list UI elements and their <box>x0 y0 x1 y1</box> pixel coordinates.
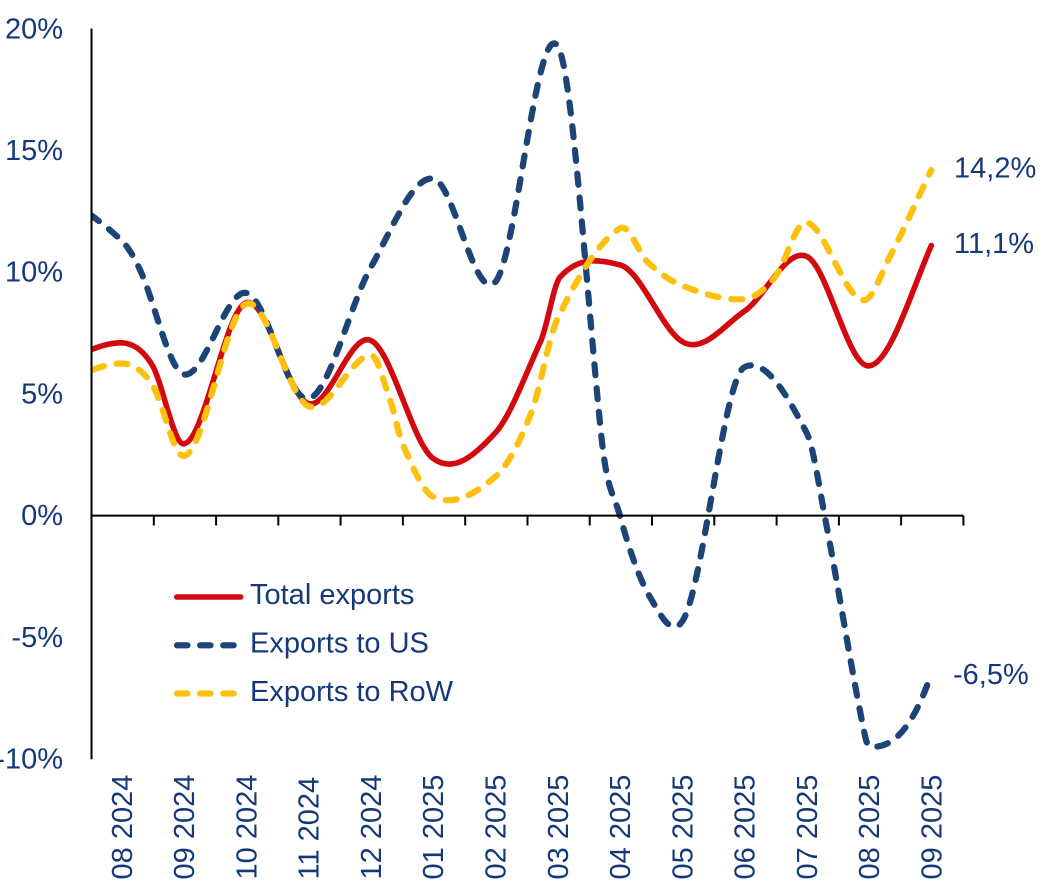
svg-text:-10%: -10% <box>0 744 63 776</box>
svg-text:0%: 0% <box>21 500 63 532</box>
svg-text:11,1%: 11,1% <box>954 228 1034 260</box>
svg-text:Exports to RoW: Exports to RoW <box>250 676 454 708</box>
svg-text:08 2025: 08 2025 <box>854 775 886 880</box>
svg-text:08 2024: 08 2024 <box>107 775 139 880</box>
svg-text:10%: 10% <box>5 257 63 289</box>
svg-text:10 2024: 10 2024 <box>231 775 263 880</box>
svg-text:01 2025: 01 2025 <box>418 775 450 880</box>
svg-text:Exports to US: Exports to US <box>250 628 429 660</box>
svg-text:-5%: -5% <box>11 622 63 654</box>
svg-text:04 2025: 04 2025 <box>605 775 637 880</box>
svg-text:02 2025: 02 2025 <box>481 775 513 880</box>
svg-text:Total exports: Total exports <box>250 579 414 611</box>
svg-text:12 2024: 12 2024 <box>356 775 388 880</box>
svg-text:5%: 5% <box>21 378 63 410</box>
svg-text:09 2025: 09 2025 <box>917 775 949 880</box>
svg-text:05 2025: 05 2025 <box>667 775 699 880</box>
svg-text:03 2025: 03 2025 <box>543 775 575 880</box>
svg-text:20%: 20% <box>5 13 63 45</box>
svg-text:09 2024: 09 2024 <box>169 775 201 880</box>
svg-text:14,2%: 14,2% <box>954 153 1036 185</box>
svg-text:07 2025: 07 2025 <box>792 775 824 880</box>
svg-text:06 2025: 06 2025 <box>730 775 762 880</box>
svg-text:-6,5%: -6,5% <box>953 659 1029 691</box>
svg-text:15%: 15% <box>5 135 63 167</box>
svg-text:11 2024: 11 2024 <box>294 777 326 880</box>
